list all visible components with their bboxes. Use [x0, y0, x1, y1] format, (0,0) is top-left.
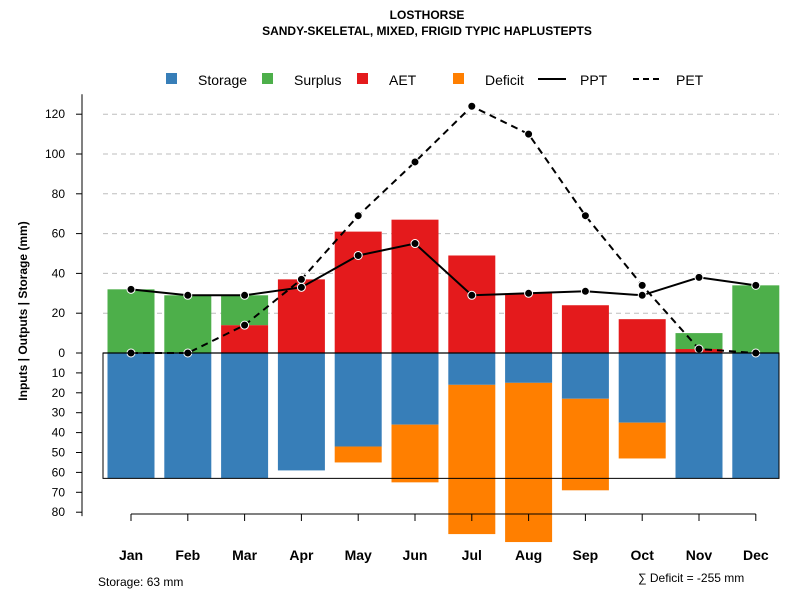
y-tick-label: 120 [45, 107, 65, 121]
aet-bar [618, 319, 666, 353]
axes: 0 20 40 60 80 100 120 10 20 30 40 50 60 70 80 Jan Feb Mar… [45, 94, 779, 563]
pet-point [353, 211, 363, 221]
legend-surplus-swatch [262, 73, 273, 84]
ppt-line [130, 242, 756, 297]
storage-bar [221, 353, 269, 479]
x-tick-label: Apr [289, 547, 314, 563]
pet-point [694, 344, 704, 354]
bars [107, 219, 780, 543]
storage-bar [561, 353, 609, 399]
series-lines [126, 101, 761, 358]
storage-note: Storage: 63 mm [98, 575, 183, 589]
y-tick-label: 50 [52, 446, 66, 460]
ppt-point [410, 239, 420, 249]
aet-bar [561, 305, 609, 353]
aet-bar [334, 231, 382, 353]
ppt-point [183, 290, 193, 300]
y-tick-label: 20 [52, 306, 66, 320]
y-tick-label: 40 [52, 426, 66, 440]
legend-pet-label: PET [676, 72, 704, 88]
x-tick-label: Dec [743, 547, 769, 563]
storage-bar [732, 353, 780, 479]
storage-bar [277, 353, 325, 471]
y-tick-label: 80 [52, 187, 66, 201]
x-tick-label: Mar [232, 547, 257, 563]
x-tick-label: Oct [631, 547, 655, 563]
legend-aet-label: AET [389, 72, 417, 88]
deficit-bar [561, 398, 609, 491]
pet-point [580, 211, 590, 221]
x-tick-label: Feb [175, 547, 200, 563]
x-tick-label: Sep [573, 547, 599, 563]
legend-storage-label: Storage [198, 72, 247, 88]
chart-title: LOSTHORSE [390, 8, 465, 22]
legend-deficit-swatch [453, 73, 464, 84]
y-tick-label: 0 [58, 346, 65, 360]
storage-bar [107, 353, 155, 479]
ppt-point [126, 284, 136, 294]
ppt-point [467, 290, 477, 300]
deficit-bar [448, 384, 496, 535]
legend-storage-swatch [166, 73, 177, 84]
y-tick-label: 60 [52, 227, 66, 241]
ppt-point [580, 286, 590, 296]
ppt-point [296, 282, 306, 292]
x-tick-label: May [345, 547, 372, 563]
y-tick-label: 10 [52, 366, 66, 380]
y-tick-label: 30 [52, 406, 66, 420]
storage-bar [334, 353, 382, 447]
y-tick-label: 60 [52, 465, 66, 479]
x-tick-label: Jul [462, 547, 482, 563]
storage-bar [448, 353, 496, 385]
ppt-point [524, 288, 534, 298]
y-axis-label: Inputs | Outputs | Storage (mm) [16, 221, 30, 400]
pet-line [131, 105, 756, 354]
legend-surplus-label: Surplus [294, 72, 341, 88]
aet-bar [221, 325, 269, 353]
y-tick-label: 40 [52, 266, 66, 280]
pet-point [240, 320, 250, 330]
aet-bar [505, 293, 553, 353]
ppt-point [694, 272, 704, 282]
x-tick-label: Nov [686, 547, 713, 563]
pet-point [410, 157, 420, 167]
legend: Storage Surplus AET Deficit PPT PET [166, 72, 704, 88]
surplus-bar [221, 295, 269, 326]
surplus-bar [107, 289, 155, 353]
pet-point [524, 129, 534, 139]
storage-bar [505, 353, 553, 383]
legend-aet-swatch [357, 73, 368, 84]
surplus-bar [732, 285, 780, 353]
pet-point [296, 274, 306, 284]
pet-point [637, 280, 647, 290]
legend-ppt-label: PPT [580, 72, 608, 88]
legend-deficit-label: Deficit [485, 72, 524, 88]
x-tick-label: Aug [515, 547, 542, 563]
deficit-bar [618, 422, 666, 459]
storage-bar [391, 353, 439, 425]
storage-bar [675, 353, 723, 479]
x-tick-label: Jan [119, 547, 143, 563]
surplus-bar [164, 295, 212, 353]
storage-bar [618, 353, 666, 423]
ppt-point [637, 290, 647, 300]
y-tick-label: 20 [52, 386, 66, 400]
ppt-point [751, 280, 761, 290]
ppt-point [353, 250, 363, 260]
deficit-note: ∑ Deficit = -255 mm [638, 571, 744, 585]
deficit-bar [391, 424, 439, 483]
deficit-bar [334, 446, 382, 463]
x-tick-label: Jun [403, 547, 428, 563]
storage-bar [164, 353, 212, 479]
y-tick-label: 80 [52, 505, 66, 519]
pet-point [467, 101, 477, 111]
ppt-point [240, 290, 250, 300]
gridlines [103, 113, 779, 314]
y-tick-label: 100 [45, 147, 65, 161]
chart-subtitle: SANDY-SKELETAL, MIXED, FRIGID TYPIC HAPL… [262, 24, 592, 38]
aet-bar [448, 255, 496, 353]
y-tick-label: 70 [52, 485, 66, 499]
